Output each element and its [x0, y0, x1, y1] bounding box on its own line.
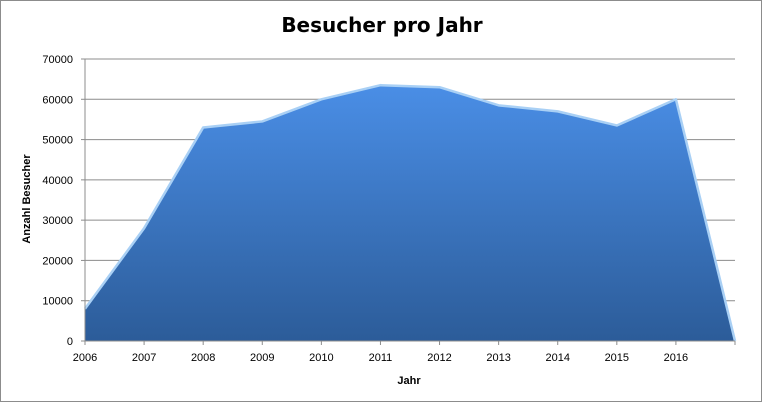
area-fill — [85, 85, 735, 341]
x-tick-label: 2011 — [369, 352, 393, 364]
y-tick-label: 10000 — [42, 296, 73, 308]
area-series — [85, 85, 735, 341]
x-tick-label: 2014 — [545, 352, 569, 364]
x-tick-label: 2012 — [427, 352, 451, 364]
y-tick-label: 70000 — [42, 54, 73, 66]
x-tick-label: 2016 — [664, 352, 688, 364]
x-tick-label: 2013 — [486, 352, 510, 364]
y-tick-label: 30000 — [42, 215, 73, 227]
y-tick-label: 20000 — [42, 255, 73, 267]
x-tick-label: 2010 — [309, 352, 333, 364]
x-tick-label: 2008 — [191, 352, 215, 364]
x-tick-label: 2009 — [250, 352, 274, 364]
x-tick-labels: 2006 2007 2008 2009 2010 2011 2012 2013 2014 2015… — [73, 352, 688, 364]
y-tick-label: 40000 — [42, 175, 73, 187]
x-axis-title: Jahr — [397, 375, 421, 387]
y-axis-title: Anzahl Besucher — [21, 154, 33, 244]
x-tick-label: 2006 — [73, 352, 97, 364]
x-tick-label: 2015 — [605, 352, 629, 364]
y-tick-label: 50000 — [42, 135, 73, 147]
y-tick-label: 60000 — [42, 94, 73, 106]
x-tick-label: 2007 — [132, 352, 156, 364]
y-tick-label: 0 — [67, 336, 73, 348]
y-tick-labels: 0 10000 20000 30000 40000 50000 60000 70000 — [42, 54, 73, 348]
